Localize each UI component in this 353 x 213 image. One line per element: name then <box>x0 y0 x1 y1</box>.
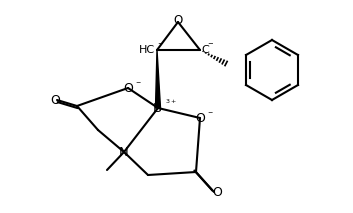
Text: N: N <box>119 145 129 158</box>
Text: $^{-}$: $^{-}$ <box>135 79 142 88</box>
Text: C: C <box>201 45 209 55</box>
Text: HC: HC <box>139 45 155 55</box>
Text: $^{-}$: $^{-}$ <box>207 41 214 51</box>
Text: O: O <box>195 111 205 125</box>
Text: O: O <box>123 82 133 95</box>
Text: $^{3+}$: $^{3+}$ <box>165 98 177 108</box>
Text: O: O <box>212 187 222 200</box>
Text: B: B <box>152 102 162 115</box>
Text: O: O <box>50 94 60 106</box>
Polygon shape <box>156 50 161 108</box>
Text: $^{-}$: $^{-}$ <box>207 108 214 118</box>
Text: O: O <box>173 14 183 27</box>
Text: $^{-}$: $^{-}$ <box>157 41 164 51</box>
